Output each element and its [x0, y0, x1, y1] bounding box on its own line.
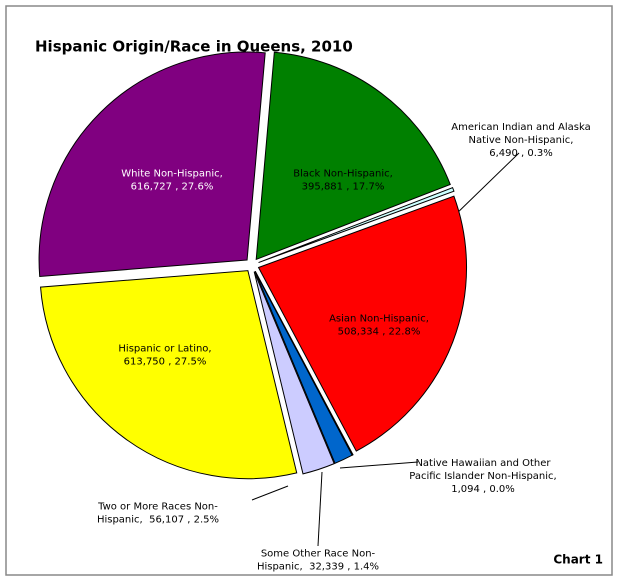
data-label: Hispanic or Latino, 613,750 , 27.5%: [118, 344, 211, 368]
data-label: Asian Non-Hispanic, 508,334 , 22.8%: [329, 314, 429, 338]
leader-line: [317, 471, 323, 547]
leader-line: [251, 485, 289, 501]
data-label: Some Other Race Non-Hispanic, 32,339 , 1…: [257, 549, 379, 573]
pie-slice: [255, 51, 451, 261]
leader-line: [339, 461, 419, 469]
data-label: Two or More Races Non-Hispanic, 56,107 ,…: [97, 502, 219, 526]
data-label: White Non-Hispanic, 616,727 , 27.6%: [121, 169, 223, 193]
leader-line: [451, 152, 520, 219]
chart-caption: Chart 1: [553, 553, 603, 567]
pie-slice: [40, 270, 298, 480]
chart-title: Hispanic Origin/Race in Queens, 2010: [35, 38, 353, 56]
pie-slice: [253, 271, 335, 475]
pie-slice: [38, 51, 266, 277]
data-label: Black Non-Hispanic, 395,881 , 17.7%: [293, 169, 393, 193]
data-label: American Indian and Alaska Native Non-His…: [451, 122, 591, 159]
pie-slice: [254, 271, 353, 464]
data-label: Native Hawaiian and Other Pacific Islande…: [409, 458, 556, 495]
pie-slice: [258, 186, 455, 264]
pie-slice: [257, 195, 468, 452]
